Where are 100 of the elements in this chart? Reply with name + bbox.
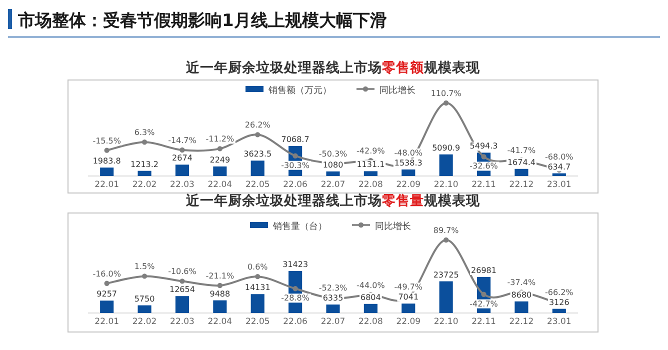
data-label: -48.0%: [394, 148, 423, 158]
point: [217, 282, 223, 288]
data-label: 634.7: [548, 162, 571, 172]
data-label: 26981: [471, 266, 496, 275]
bar: [326, 304, 340, 313]
data-label: 9488: [210, 289, 230, 298]
data-label: -42.7%: [470, 299, 498, 308]
data-label: 2674: [172, 154, 192, 163]
data-label: 23725: [433, 270, 459, 280]
x-tick-label: 22.12: [509, 317, 534, 327]
data-label: 2249: [210, 155, 230, 164]
x-tick-label: 22.02: [132, 180, 157, 190]
x-tick-label: 22.10: [434, 180, 458, 190]
bar: [326, 171, 340, 176]
data-label: -15.5%: [92, 136, 122, 146]
data-label: 1213.2: [130, 160, 159, 169]
data-label: -66.2%: [545, 288, 574, 297]
x-tick-label: 22.11: [472, 317, 496, 327]
x-tick-label: 22.06: [283, 180, 308, 190]
bar: [552, 308, 566, 313]
data-label: 26.2%: [244, 120, 271, 130]
x-tick-label: 22.06: [283, 317, 308, 327]
x-tick-label: 22.08: [358, 180, 383, 190]
point: [481, 292, 486, 297]
x-tick-label: 22.04: [208, 317, 232, 327]
data-label: 7068.7: [281, 135, 310, 144]
data-label: -21.1%: [206, 271, 234, 280]
point: [292, 286, 298, 292]
bar: [175, 296, 190, 313]
x-tick-label: 22.09: [396, 317, 421, 327]
bar: [213, 166, 227, 176]
bar: [250, 294, 264, 313]
data-label: -16.0%: [92, 269, 122, 278]
x-tick-label: 22.09: [396, 180, 421, 190]
bar: [250, 160, 264, 176]
x-tick-label: 22.11: [472, 180, 496, 190]
x-tick-label: 22.02: [132, 317, 157, 327]
bar: [100, 300, 114, 313]
x-tick-label: 22.05: [245, 317, 270, 327]
chart-title: 市场整体：受春节假期影响1月线上规模大幅下滑: [17, 11, 387, 31]
data-label: 9257: [96, 290, 118, 299]
point: [142, 140, 148, 145]
point: [481, 154, 486, 160]
x-tick-label: 22.01: [94, 317, 120, 327]
bar: [100, 168, 114, 176]
data-label: -14.7%: [168, 136, 197, 146]
point: [104, 280, 110, 286]
bar: [402, 304, 416, 313]
bar: [439, 281, 453, 313]
data-label: 1674.4: [507, 158, 536, 167]
data-label: 1131.1: [356, 160, 385, 170]
chart-title: 近一年厨余垃圾处理器线上市场零售量规模表现: [185, 192, 481, 209]
bar: [514, 301, 528, 313]
x-tick-label: 22.03: [170, 180, 194, 190]
data-label: 3126: [548, 298, 570, 307]
x-tick-label: 22.12: [509, 180, 534, 190]
bar: [514, 168, 528, 176]
legend-label: 同比增长: [375, 221, 411, 232]
data-label: 1983.8: [92, 156, 121, 166]
data-label: 0.6%: [247, 262, 268, 272]
bar: [138, 305, 152, 313]
data-label: -68.0%: [545, 152, 574, 162]
data-label: -11.2%: [206, 134, 234, 144]
x-tick-label: 22.04: [208, 180, 232, 190]
data-label: -37.4%: [507, 278, 536, 288]
data-label: 5750: [134, 294, 155, 304]
bar: [552, 173, 566, 176]
point: [180, 278, 185, 284]
data-label: 31423: [282, 260, 308, 269]
point: [180, 147, 185, 153]
data-label: 6804: [360, 292, 381, 302]
point: [104, 148, 110, 153]
data-label: -50.3%: [318, 149, 348, 158]
data-label: 6.3%: [134, 128, 156, 138]
point: [255, 274, 260, 280]
data-label: -52.3%: [318, 284, 348, 293]
bar: [138, 170, 152, 176]
bar: [439, 154, 453, 176]
x-tick-label: 22.07: [320, 317, 346, 327]
data-label: -30.3%: [281, 160, 310, 170]
x-tick-label: 22.01: [94, 180, 120, 190]
point: [217, 146, 223, 152]
point: [142, 274, 148, 279]
data-label: -49.7%: [394, 282, 423, 292]
data-label: -10.6%: [168, 267, 197, 276]
bar: [364, 171, 378, 176]
data-label: -32.6%: [470, 162, 498, 171]
legend-label: 销售量（台）: [272, 221, 327, 232]
data-label: -28.8%: [281, 294, 310, 303]
bar: [213, 300, 227, 313]
legend-label: 同比增长: [380, 85, 416, 96]
data-label: 110.7%: [430, 89, 462, 98]
legend-label: 销售额（万元）: [268, 85, 332, 96]
x-tick-label: 23.01: [546, 180, 572, 190]
data-label: 8680: [511, 290, 532, 300]
data-label: 14131: [244, 283, 270, 292]
data-label: 89.7%: [433, 226, 460, 235]
x-tick-label: 22.08: [358, 317, 383, 327]
data-label: 5494.3: [470, 142, 498, 151]
data-label: 1080: [322, 160, 344, 170]
